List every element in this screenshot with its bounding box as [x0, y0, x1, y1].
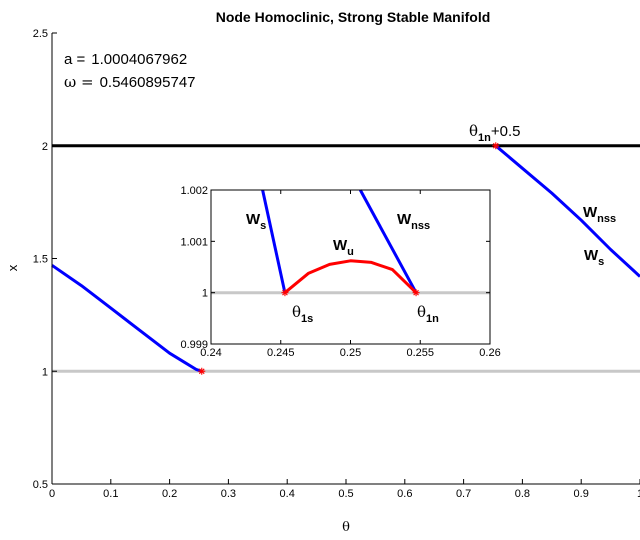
- annotation-theta-1s: θ1s: [292, 303, 313, 325]
- inset-background: [211, 190, 490, 344]
- main-marker-1: [492, 142, 500, 150]
- inset-plot-markers: [281, 289, 420, 297]
- x-tick-label: 0.5: [338, 488, 353, 500]
- annotation-ws-inset: Ws: [246, 211, 266, 232]
- inset-axes: [210, 189, 491, 345]
- main-tick-labels: 0 0.1 0.2 0.3 0.4 0.5 0.6 0.7 0.8 0.9 1 0.5 1 1.5 2 2.5: [33, 28, 640, 500]
- x-tick-label: 1: [637, 488, 640, 500]
- annotation-wnss-inset: Wnss: [397, 211, 430, 232]
- inset-y-tick-label: 1.001: [180, 236, 208, 248]
- param-omega-label: ω =: [64, 73, 94, 91]
- inset-x-tick-label: 0.245: [267, 347, 295, 359]
- x-tick-label: 0.8: [515, 488, 530, 500]
- inset-series-3: [283, 259, 418, 294]
- param-a-value: 1.0004067962: [91, 51, 187, 68]
- annotation-wnss-outer: Wnss: [583, 204, 616, 225]
- x-tick-label: 0.9: [574, 488, 589, 500]
- inset-tick-labels: 0.24 0.245 0.25 0.255 0.26 0.999 1 1.001 1.002: [180, 185, 500, 359]
- main-series-1: [494, 144, 640, 278]
- annotation-wu-inset: Wu: [333, 237, 354, 258]
- inset-series-1: [261, 189, 287, 294]
- main-plot-markers: [198, 142, 500, 375]
- inset-y-tick-label: 1.002: [180, 185, 208, 197]
- y-tick-label: 0.5: [33, 479, 48, 491]
- inset-plot-lines: [211, 189, 490, 295]
- inset-marker-0: [281, 289, 289, 297]
- inset-x-tick-label: 0.25: [340, 347, 361, 359]
- x-tick-label: 0.4: [280, 488, 295, 500]
- inset-y-tick-label: 1: [202, 288, 208, 300]
- annotation-ws-outer: Ws: [584, 247, 604, 268]
- x-tick-label: 0.1: [103, 488, 118, 500]
- main-axes: [51, 32, 640, 485]
- inset-chart: 0.24 0.245 0.25 0.255 0.26 0.999 1 1.001 1.002 W…: [180, 185, 500, 359]
- x-tick-label: 0.7: [456, 488, 471, 500]
- x-tick-label: 0.3: [221, 488, 236, 500]
- main-series-0: [51, 264, 203, 373]
- annotation-theta-shift: θ1n+0.5: [469, 122, 521, 144]
- y-tick-label: 2.5: [33, 28, 48, 40]
- y-tick-label: 1: [42, 366, 48, 378]
- inset-x-tick-label: 0.255: [406, 347, 434, 359]
- param-a-label: a =: [64, 51, 86, 68]
- annotation-theta-1n: θ1n: [417, 303, 439, 325]
- parameter-box: a = 1.0004067962 ω = 0.5460895747: [64, 51, 196, 91]
- param-a: a = 1.0004067962: [64, 51, 187, 68]
- y-tick-label: 1.5: [33, 254, 48, 266]
- inset-x-tick-label: 0.26: [479, 347, 500, 359]
- x-tick-label: 0: [49, 488, 55, 500]
- chart-title: Node Homoclinic, Strong Stable Manifold: [216, 9, 491, 25]
- y-axis-label: x: [5, 264, 20, 271]
- inset-marker-1: [412, 289, 420, 297]
- x-axis-label: θ: [342, 520, 350, 535]
- param-omega: ω = 0.5460895747: [64, 73, 196, 91]
- inset-x-tick-label: 0.24: [200, 347, 221, 359]
- param-omega-value: 0.5460895747: [100, 74, 196, 91]
- inset-y-tick-label: 0.999: [180, 339, 208, 351]
- inset-series-2: [358, 189, 418, 294]
- main-plot-lines: [51, 144, 640, 373]
- x-tick-label: 0.2: [162, 488, 177, 500]
- main-marker-0: [198, 367, 206, 375]
- x-tick-label: 0.6: [397, 488, 412, 500]
- y-tick-label: 2: [42, 141, 48, 153]
